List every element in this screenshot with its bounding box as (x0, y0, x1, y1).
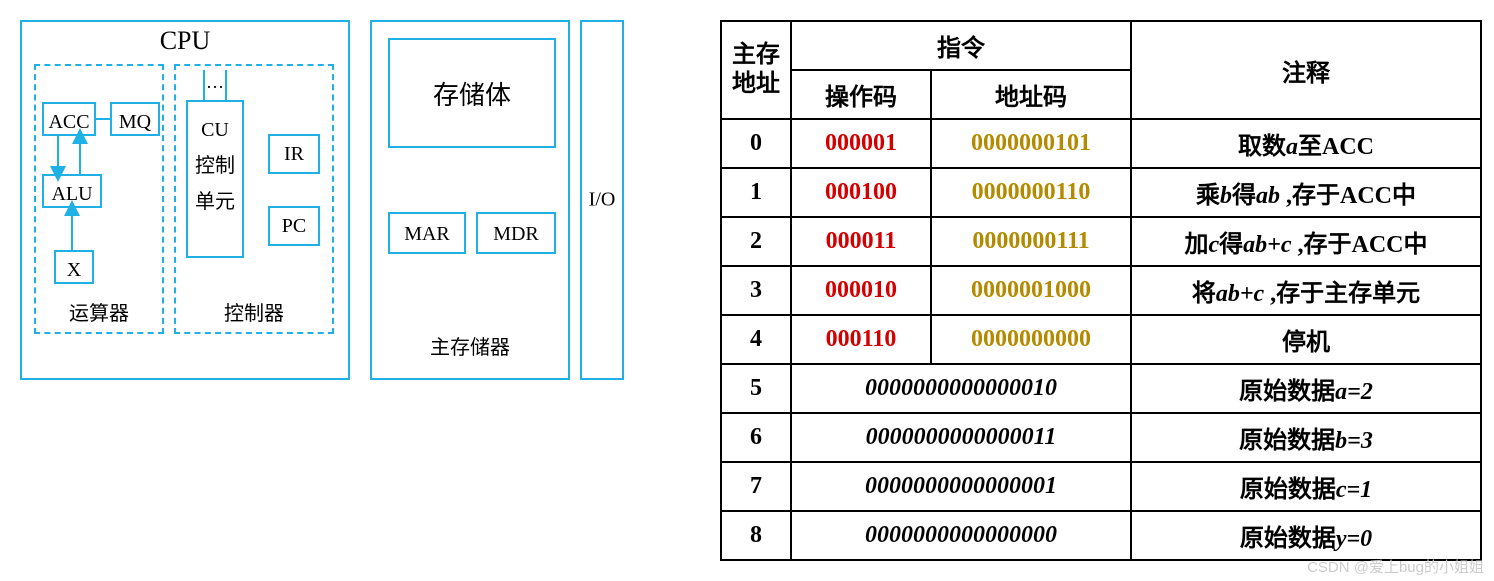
mar-box: MAR (388, 212, 466, 254)
header-instr: 指令 (791, 21, 1131, 70)
cell-comment: 取数a至ACC (1131, 119, 1481, 168)
cell-addr: 1 (721, 168, 791, 217)
cell-comment: 乘b得ab ,存于ACC中 (1131, 168, 1481, 217)
cell-comment: 将ab+c ,存于主存单元 (1131, 266, 1481, 315)
cell-data: 0000000000000011 (791, 413, 1131, 462)
io-label: I/O (582, 189, 622, 212)
memory-group-label: 主存储器 (372, 331, 568, 360)
cell-addr: 8 (721, 511, 791, 560)
header-addr: 主存地址 (721, 21, 791, 119)
cell-addrcode: 0000000000 (931, 315, 1131, 364)
table-row: 60000000000000011原始数据b=3 (721, 413, 1481, 462)
table-row: 40001100000000000停机 (721, 315, 1481, 364)
cell-addr: 3 (721, 266, 791, 315)
cell-addr: 6 (721, 413, 791, 462)
alu-group: 运算器 ACC MQ ALU X (34, 64, 164, 334)
cell-addrcode: 0000000111 (931, 217, 1131, 266)
header-addrcode: 地址码 (931, 70, 1131, 119)
pc-box: PC (268, 206, 320, 246)
cell-addr: 4 (721, 315, 791, 364)
cell-addrcode: 0000000101 (931, 119, 1131, 168)
cell-comment: 停机 (1131, 315, 1481, 364)
x-box: X (54, 250, 94, 284)
cpu-title: CPU (20, 26, 350, 56)
cell-opcode: 000001 (791, 119, 931, 168)
cell-opcode: 000110 (791, 315, 931, 364)
instruction-table: 主存地址 指令 注释 操作码 地址码 00000010000000101取数a至… (720, 20, 1482, 561)
alu-box: ALU (42, 174, 102, 208)
cell-comment: 原始数据a=2 (1131, 364, 1481, 413)
cell-addr: 7 (721, 462, 791, 511)
mdr-box: MDR (476, 212, 556, 254)
cell-comment: 原始数据c=1 (1131, 462, 1481, 511)
table-row: 30000100000001000将ab+c ,存于主存单元 (721, 266, 1481, 315)
table-header-row-1: 主存地址 指令 注释 (721, 21, 1481, 70)
ir-box: IR (268, 134, 320, 174)
cell-addrcode: 0000000110 (931, 168, 1131, 217)
cell-data: 0000000000000000 (791, 511, 1131, 560)
table-row: 00000010000000101取数a至ACC (721, 119, 1481, 168)
io-box: I/O (580, 20, 624, 380)
cell-data: 0000000000000010 (791, 364, 1131, 413)
cpu-architecture-diagram: CPU 运算器 ACC MQ ALU X (20, 20, 630, 380)
cell-comment: 原始数据y=0 (1131, 511, 1481, 560)
cell-addr: 5 (721, 364, 791, 413)
header-opcode: 操作码 (791, 70, 931, 119)
header-comment: 注释 (1131, 21, 1481, 119)
cell-addr: 0 (721, 119, 791, 168)
cell-opcode: 000100 (791, 168, 931, 217)
acc-box: ACC (42, 102, 96, 136)
table-row: 80000000000000000原始数据y=0 (721, 511, 1481, 560)
watermark: CSDN @爱上bug的小姐姐 (1307, 556, 1484, 577)
bus-dots: … (206, 72, 224, 93)
memory-box: 存储体 MAR MDR 主存储器 (370, 20, 570, 380)
cell-addr: 2 (721, 217, 791, 266)
table-row: 50000000000000010原始数据a=2 (721, 364, 1481, 413)
table-row: 10001000000000110乘b得ab ,存于ACC中 (721, 168, 1481, 217)
table-row: 70000000000000001原始数据c=1 (721, 462, 1481, 511)
cell-addrcode: 0000001000 (931, 266, 1131, 315)
controller-group: 控制器 CU 控制 单元 … IR PC (174, 64, 334, 334)
storage-body-box: 存储体 (388, 38, 556, 148)
alu-group-label: 运算器 (36, 297, 162, 326)
cu-box: CU 控制 单元 (186, 100, 244, 258)
mq-box: MQ (110, 102, 160, 136)
cell-comment: 原始数据b=3 (1131, 413, 1481, 462)
cell-comment: 加c得ab+c ,存于ACC中 (1131, 217, 1481, 266)
cell-opcode: 000010 (791, 266, 931, 315)
cell-data: 0000000000000001 (791, 462, 1131, 511)
table-row: 20000110000000111加c得ab+c ,存于ACC中 (721, 217, 1481, 266)
controller-group-label: 控制器 (176, 297, 332, 326)
instruction-table-wrap: 主存地址 指令 注释 操作码 地址码 00000010000000101取数a至… (720, 20, 1480, 561)
cell-opcode: 000011 (791, 217, 931, 266)
